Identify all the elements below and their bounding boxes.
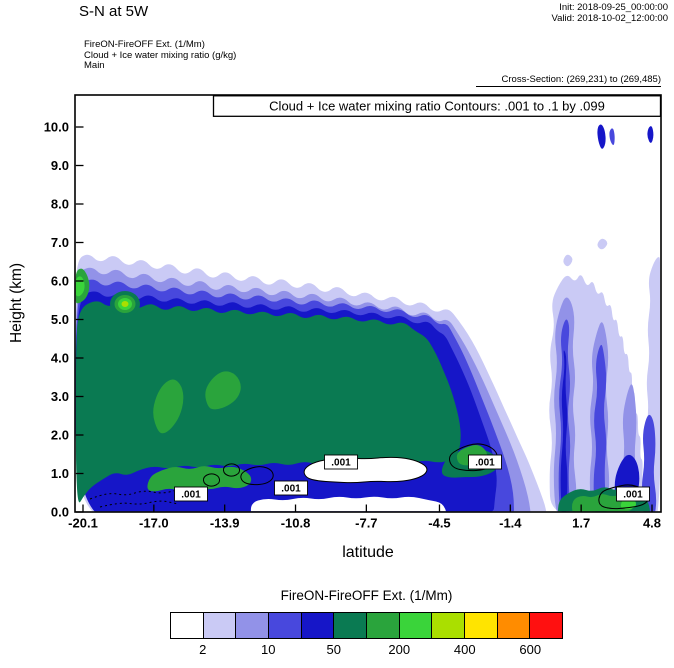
y-axis-title: Height (km) <box>8 263 25 343</box>
contour-label-layer: .001 .001 .001 .001 .001 <box>174 454 650 502</box>
plot-title-text: Cloud + Ice water mixing ratio Contours:… <box>269 99 605 114</box>
colorbar-tick-label: 50 <box>326 642 341 657</box>
contour-line-c001-long <box>303 456 428 484</box>
colorbar-cell <box>496 612 531 639</box>
contour-line-c001-dashed-b <box>99 500 179 508</box>
contour-fill-green-bottom-band <box>147 466 252 492</box>
colorbar-cell <box>300 612 335 639</box>
colorbar-tick-label: 600 <box>519 642 542 657</box>
contour-label-text: .001 <box>281 484 301 495</box>
colorbar-tick-label: 10 <box>261 642 276 657</box>
cross-section-label: Cross-Section: (269,231) to (269,485) <box>475 74 661 87</box>
x-tick-label: -20.1 <box>68 516 98 531</box>
colorbar-tick-label: 200 <box>388 642 411 657</box>
contour-fill-white-bottom-strip <box>250 496 446 512</box>
contour-fill-speck-lavender-2 <box>597 238 608 250</box>
contour-label-box <box>324 454 358 470</box>
colorbar-cell <box>398 612 433 639</box>
contour-label-text: .001 <box>623 490 643 501</box>
y-tick-label: 3.0 <box>51 389 69 404</box>
y-tick-label: 4.0 <box>51 351 69 366</box>
colorbar-tick-labels: 2 10 50 200 400 600 <box>170 642 563 660</box>
colorbar-cell <box>268 612 302 639</box>
x-axis-title: latitude <box>342 544 394 561</box>
contour-label-box <box>174 486 208 502</box>
contour-label-box <box>468 454 502 470</box>
contour-line-c001-loop-a <box>240 466 274 486</box>
colorbar-cell <box>333 612 368 639</box>
init-valid-block: Init: 2018-09-25_00:00:00 Valid: 2018-10… <box>551 2 668 24</box>
model-info-line2: Cloud + Ice water mixing ratio (g/kg) <box>84 49 237 61</box>
y-tick-label: 2.0 <box>51 428 69 443</box>
colorbar-cell <box>464 612 498 639</box>
y-tick-label: 9.0 <box>51 158 69 173</box>
y-tick-label: 7.0 <box>51 235 69 250</box>
colorbar-cell <box>170 612 204 639</box>
x-tick-label: -7.7 <box>355 516 377 531</box>
contour-label-text: .001 <box>331 458 351 469</box>
contour-label-box <box>616 486 650 502</box>
x-tick-label: 4.8 <box>643 516 661 531</box>
contour-label-text: .001 <box>181 490 201 501</box>
valid-time: Valid: 2018-10-02_12:00:00 <box>551 13 668 24</box>
x-tick-label: -17.0 <box>139 516 169 531</box>
init-time: Init: 2018-09-25_00:00:00 <box>559 2 668 13</box>
colorbar-title: FireON-FireOFF Ext. (1/Mm) <box>280 588 453 603</box>
x-tick-label: -13.9 <box>210 516 240 531</box>
x-tick-label: -1.4 <box>499 516 522 531</box>
page-title: S-N at 5W <box>79 3 149 20</box>
model-info-line1: FireON-FireOFF Ext. (1/Mm) <box>84 39 205 50</box>
y-tick-label: 0.0 <box>51 505 69 520</box>
plot-title-box <box>212 95 662 117</box>
y-tick-label: 8.0 <box>51 197 69 212</box>
plot-frame <box>74 94 662 513</box>
contour-fill-top-sliver-3 <box>647 126 654 143</box>
contour-fill-max-blob-center <box>121 301 129 307</box>
contour-fill-core-teal <box>76 301 461 503</box>
contour-fill-top-sliver-2 <box>609 128 615 146</box>
contour-label-box <box>274 480 308 496</box>
colorbar-cell <box>202 612 237 639</box>
model-info-block: FireON-FireOFF Ext. (1/Mm) Cloud + Ice w… <box>84 39 237 72</box>
axis-layer: -20.1 -17.0 -13.9 -10.8 -7.7 -4.5 -1.4 1.7 4.8 0.… <box>44 120 661 531</box>
contour-label-text: .001 <box>475 458 495 469</box>
cross-section-plot: .001 .001 .001 .001 .001 -20.1 -17.0 -13.9 -10.… <box>8 94 662 561</box>
colorbar-tick-label: 2 <box>199 642 207 657</box>
y-tick-label: 10.0 <box>44 120 69 135</box>
y-tick-label: 1.0 <box>51 466 69 481</box>
contour-fill-streak-blue-2 <box>593 344 607 512</box>
colorbar-cell <box>366 612 400 639</box>
colorbar <box>170 612 564 639</box>
colorbar-cell <box>431 612 466 639</box>
contour-line-c001-loop-b <box>222 463 241 477</box>
colorbar-cell <box>235 612 270 639</box>
contour-line-c001-loop-c <box>202 473 221 487</box>
contour-fill-speck-lavender-1 <box>563 254 573 267</box>
x-tick-label: 1.7 <box>572 516 590 531</box>
y-tick-label: 6.0 <box>51 274 69 289</box>
x-tick-label: -4.5 <box>428 516 450 531</box>
contour-fill-green-patch-1 <box>153 379 184 434</box>
colorbar-cell <box>529 612 564 639</box>
contour-fill-green-patch-2 <box>205 371 241 410</box>
contour-fill-top-sliver-1 <box>597 124 606 149</box>
contour-fill-white-lens <box>304 457 427 483</box>
x-tick-label: -10.8 <box>281 516 311 531</box>
contour-fill-layer <box>75 124 661 512</box>
contour-fill-streak-darkblue <box>560 350 568 512</box>
y-tick-label: 5.0 <box>51 312 69 327</box>
colorbar-tick-label: 400 <box>453 642 476 657</box>
model-info-line3: Main <box>84 60 105 71</box>
